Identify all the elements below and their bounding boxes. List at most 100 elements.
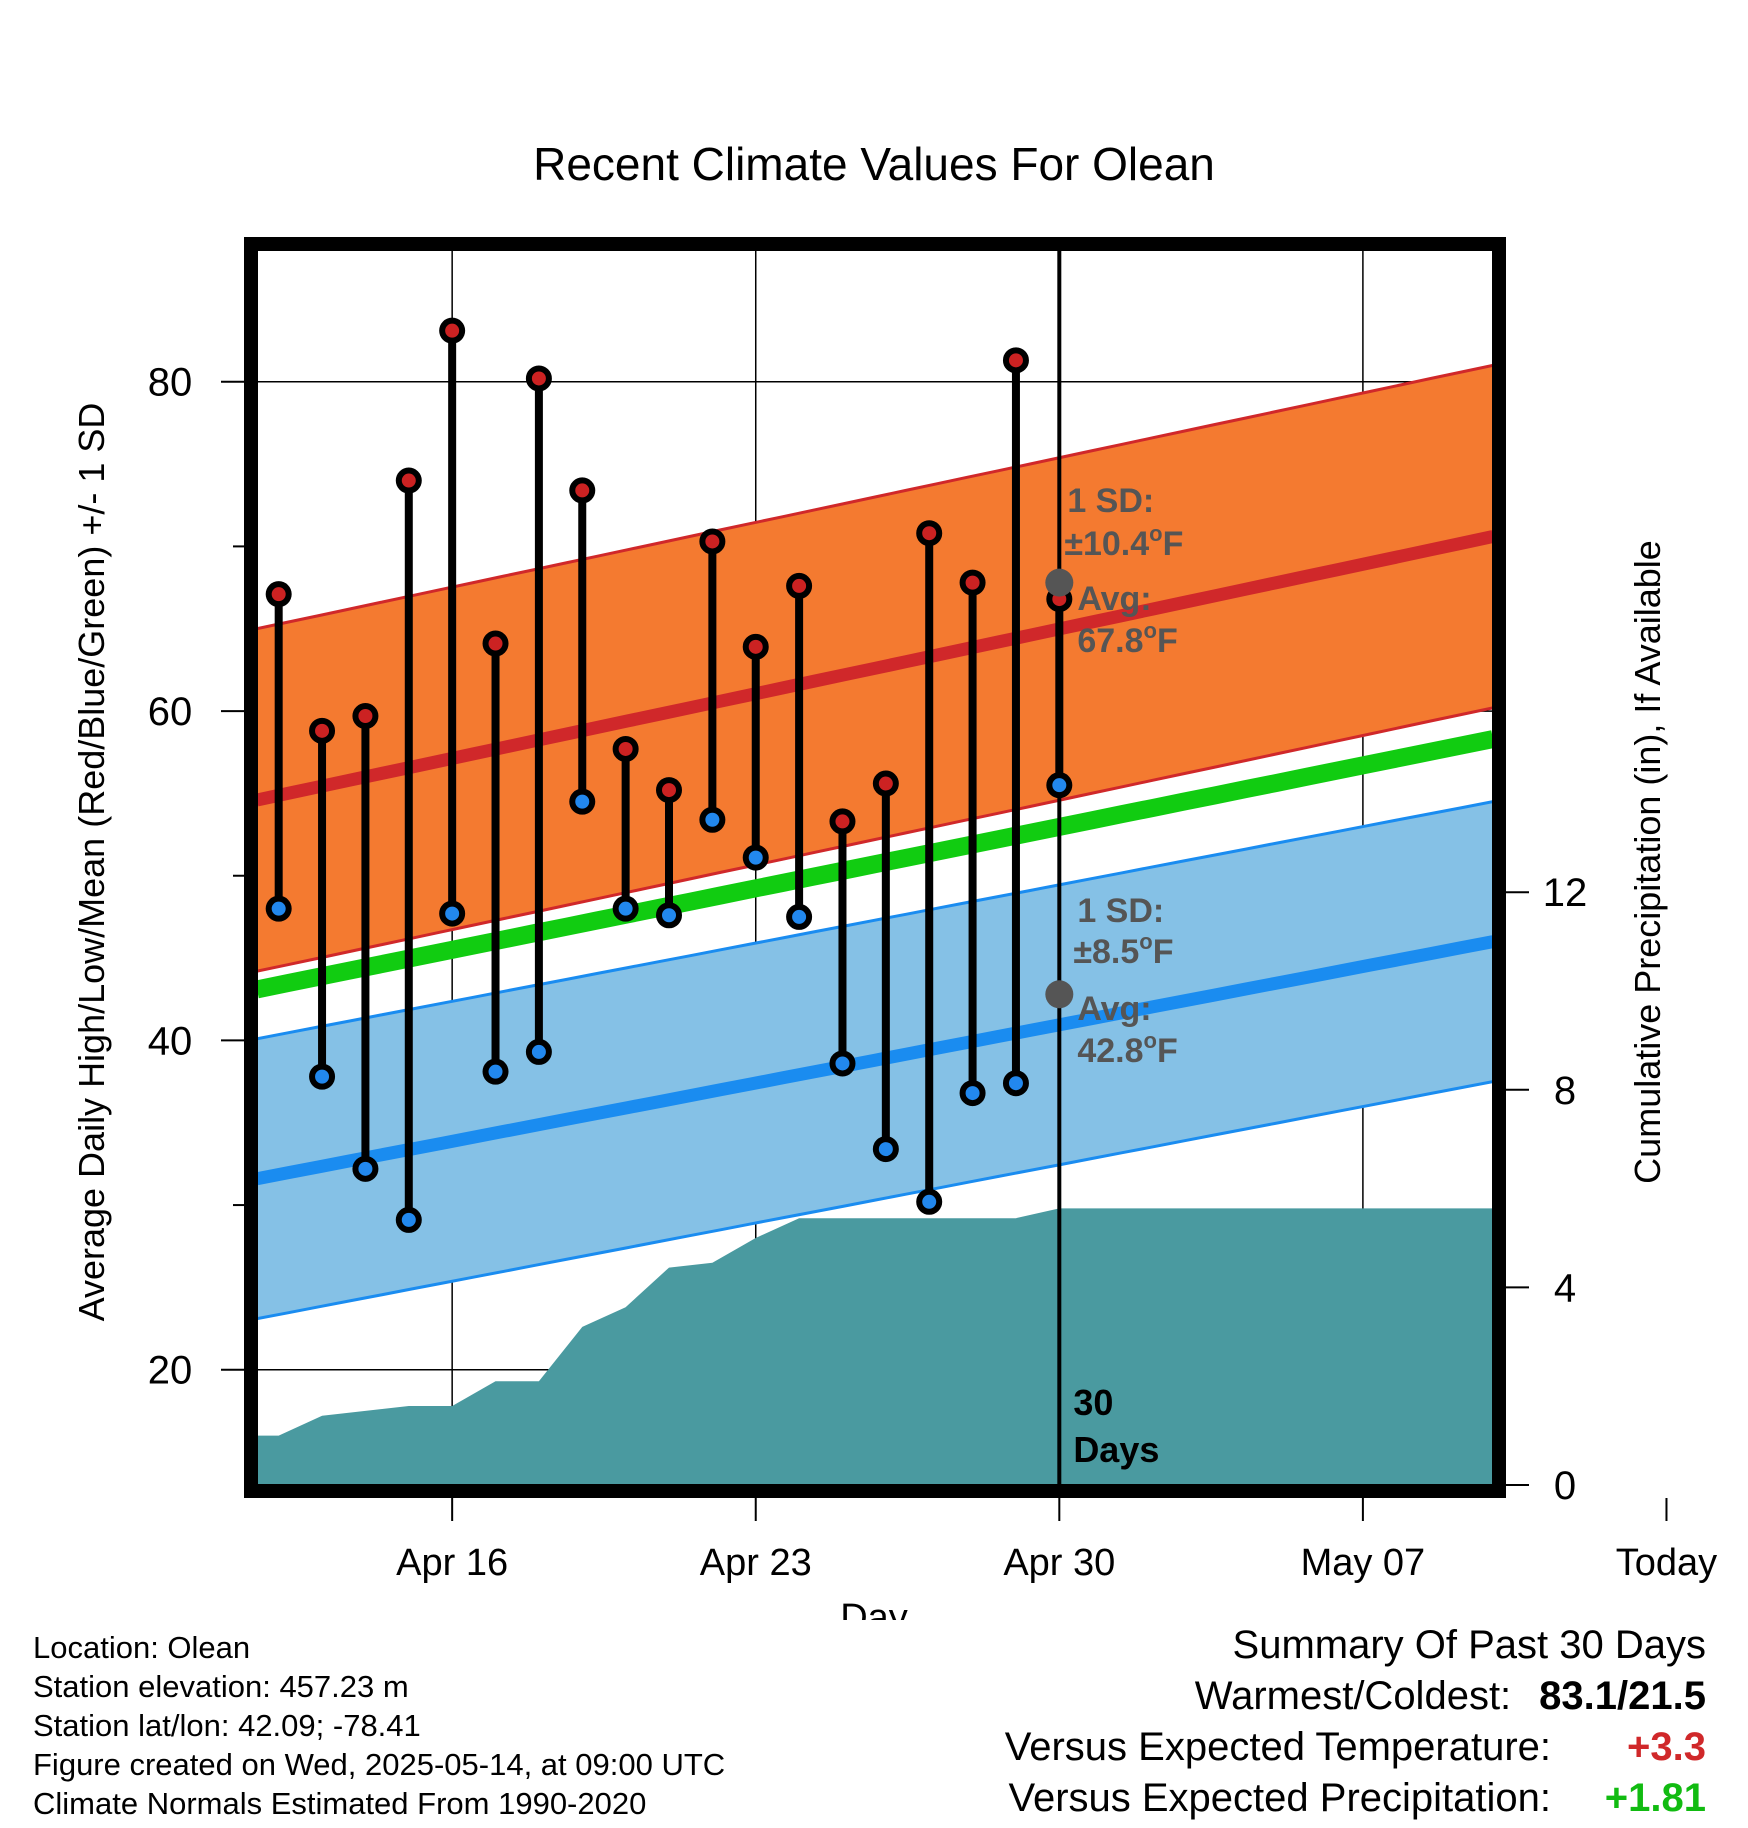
high-sd-value: ±10.4oF <box>1064 521 1183 563</box>
low-sd-value: ±8.5oF <box>1073 929 1173 971</box>
low-point <box>309 1063 336 1090</box>
summary-warm-cold-row: Warmest/Coldest: 83.1/21.5 <box>1005 1671 1706 1722</box>
low-point <box>52 1067 72 1087</box>
high-sd-label: 1 SD: <box>1067 482 1154 520</box>
summary-title: Summary Of Past 30 Days <box>1232 1623 1706 1667</box>
high-avg-label: Avg: <box>1077 580 1151 618</box>
high-point <box>8 464 28 484</box>
y2-tick-label: 4 <box>1554 1266 1576 1310</box>
low-point <box>482 1058 509 1085</box>
y2-tick-label: 12 <box>1543 871 1588 915</box>
x-tick-label: Apr 16 <box>396 1542 508 1584</box>
high-point <box>829 808 856 835</box>
x-tick-label: Apr 30 <box>1003 1542 1115 1584</box>
low-normal-line <box>257 935 1493 1186</box>
low-sd-upper-line <box>257 800 1493 1041</box>
high-normal-line <box>257 530 1493 807</box>
meta-normals: Climate Normals Estimated From 1990-2020 <box>33 1786 647 1821</box>
low-point <box>395 1206 422 1233</box>
low-point <box>959 1080 986 1107</box>
high-point <box>439 317 466 344</box>
low-point <box>1002 1070 1029 1097</box>
y-tick-label: 40 <box>148 1019 193 1063</box>
summary-warm-cold-label: Warmest/Coldest: <box>1194 1674 1512 1718</box>
y-tick-label: 20 <box>148 1349 193 1393</box>
low-point <box>265 895 292 922</box>
low-sd-label: 1 SD: <box>1077 892 1164 930</box>
summary-temp-row: Versus Expected Temperature: +3.3 <box>1005 1722 1706 1773</box>
meta-location: Location: Olean <box>33 1630 251 1665</box>
low-point <box>182 1154 202 1174</box>
x-axis-label: Day <box>840 1597 908 1620</box>
low-point <box>872 1136 899 1163</box>
x-tick-label: Today <box>1616 1542 1717 1584</box>
low-point <box>656 902 682 929</box>
high-point <box>482 630 509 657</box>
summary-panel: Summary Of Past 30 Days Warmest/Coldest:… <box>1005 1620 1706 1824</box>
high-sd-upper-line <box>257 363 1493 631</box>
x-tick-label: May 07 <box>1301 1542 1426 1584</box>
mean-normal-line <box>257 730 1493 999</box>
station-metadata: Location: Olean Station elevation: 457.2… <box>33 1628 725 1823</box>
chart-title: Recent Climate Values For Olean <box>533 138 1215 190</box>
meta-latlon: Station lat/lon: 42.09; -78.41 <box>33 1708 421 1743</box>
high-point <box>656 777 682 804</box>
low-point <box>139 1095 159 1115</box>
y-axis-label: Average Daily High/Low/Mean (Red/Blue/Gr… <box>71 403 112 1322</box>
y2-axis-label: Cumulative Precipitation (in), If Availa… <box>1627 540 1668 1184</box>
y-tick-label: 80 <box>148 361 193 405</box>
low-point <box>612 895 639 922</box>
summary-warm-cold-value: 83.1/21.5 <box>1539 1674 1706 1718</box>
high-point <box>612 735 639 762</box>
high-sd-lower-line <box>257 706 1493 973</box>
high-point <box>916 520 943 547</box>
low-avg-label: Avg: <box>1077 990 1151 1028</box>
low-point <box>439 900 466 927</box>
today-high-normal-marker <box>1045 568 1074 597</box>
low-point <box>786 903 813 930</box>
low-point <box>352 1155 379 1182</box>
high-point <box>52 719 72 739</box>
summary-temp-label: Versus Expected Temperature: <box>1004 1725 1551 1769</box>
high-point <box>742 633 769 660</box>
high-point <box>569 477 596 504</box>
high-point <box>525 365 552 392</box>
summary-precip-label: Versus Expected Precipitation: <box>1008 1776 1551 1820</box>
high-avg-value: 67.8oF <box>1077 618 1177 660</box>
high-point <box>225 364 245 384</box>
low-avg-value: 42.8oF <box>1077 1028 1177 1070</box>
high-point <box>139 665 159 685</box>
low-point <box>525 1038 552 1065</box>
summary-precip-value: +1.81 <box>1604 1776 1706 1820</box>
high-point <box>182 490 202 510</box>
low-point <box>916 1188 943 1215</box>
low-sd-lower-line <box>257 1080 1493 1321</box>
low-point <box>1046 772 1073 799</box>
y-tick-label: 60 <box>148 690 193 734</box>
low-point <box>699 806 726 833</box>
summary-temp-value: +3.3 <box>1627 1725 1706 1769</box>
climate-chart: Recent Climate Values For Olean 1 SD:±10… <box>8 138 1717 1620</box>
high-point <box>265 581 292 608</box>
summary-precip-row: Versus Expected Precipitation: +1.81 <box>1005 1773 1706 1824</box>
low-point <box>742 844 769 871</box>
window-label-unit: Days <box>1073 1429 1159 1470</box>
high-point <box>1002 347 1029 374</box>
high-point <box>786 572 813 599</box>
low-point <box>569 788 596 815</box>
y2-tick-label: 0 <box>1554 1464 1576 1508</box>
high-point <box>352 703 379 730</box>
high-point <box>872 770 899 797</box>
precipitation-area <box>257 1208 1493 1485</box>
low-point <box>225 991 245 1011</box>
today-low-normal-marker <box>1045 980 1074 1009</box>
y2-tick-label: 8 <box>1554 1069 1576 1113</box>
low-point <box>829 1050 856 1077</box>
high-point <box>959 569 986 596</box>
meta-elevation: Station elevation: 457.23 m <box>33 1669 409 1704</box>
high-point <box>395 467 422 494</box>
plot-frame <box>244 237 1506 1498</box>
high-point <box>699 528 726 555</box>
